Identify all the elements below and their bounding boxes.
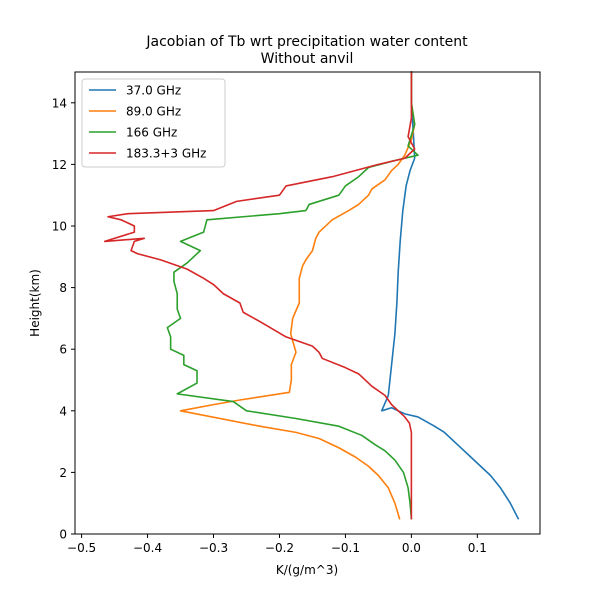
x-axis-ticks: −0.5 −0.4 −0.3 −0.2 −0.1 0.0 0.1 (67, 534, 487, 555)
chart-title: Jacobian of Tb wrt precipitation water c… (145, 34, 468, 50)
series-line-2 (179, 71, 416, 520)
y-tick-label: 14 (52, 96, 67, 110)
x-tick-label: −0.3 (199, 541, 228, 555)
series-line-1 (380, 71, 520, 520)
y-tick-label: 12 (52, 158, 67, 172)
chart-subtitle: Without anvil (261, 51, 354, 67)
x-tick-label: −0.1 (331, 541, 360, 555)
y-tick-label: 8 (59, 281, 67, 295)
plot-series-group (103, 71, 520, 520)
y-tick-label: 4 (59, 404, 67, 418)
y-axis-label: Height(km) (28, 269, 42, 337)
x-tick-label: −0.5 (67, 541, 96, 555)
x-tick-label: −0.2 (265, 541, 294, 555)
legend-label-1: 37.0 GHz (126, 84, 181, 98)
x-tick-label: 0.0 (402, 541, 421, 555)
x-axis-label: K/(g/m^3) (276, 563, 338, 577)
series-line-3 (166, 71, 419, 520)
legend-label-3: 166 GHz (126, 126, 177, 140)
legend-box (81, 78, 226, 168)
x-tick-label: −0.4 (133, 541, 162, 555)
series-line-4 (103, 71, 416, 520)
legend-label-2: 89.0 GHz (126, 105, 181, 119)
axes-frame (74, 71, 541, 535)
x-tick-label: 0.1 (468, 541, 487, 555)
y-tick-label: 0 (59, 528, 67, 542)
legend: 37.0 GHz 89.0 GHz 166 GHz 183.3+3 GHz (81, 78, 226, 168)
y-tick-label: 2 (59, 466, 67, 480)
y-tick-label: 6 (59, 343, 67, 357)
y-axis-ticks: 0 2 4 6 8 10 12 14 (52, 96, 75, 542)
legend-label-4: 183.3+3 GHz (126, 147, 206, 161)
y-tick-label: 10 (52, 220, 67, 234)
